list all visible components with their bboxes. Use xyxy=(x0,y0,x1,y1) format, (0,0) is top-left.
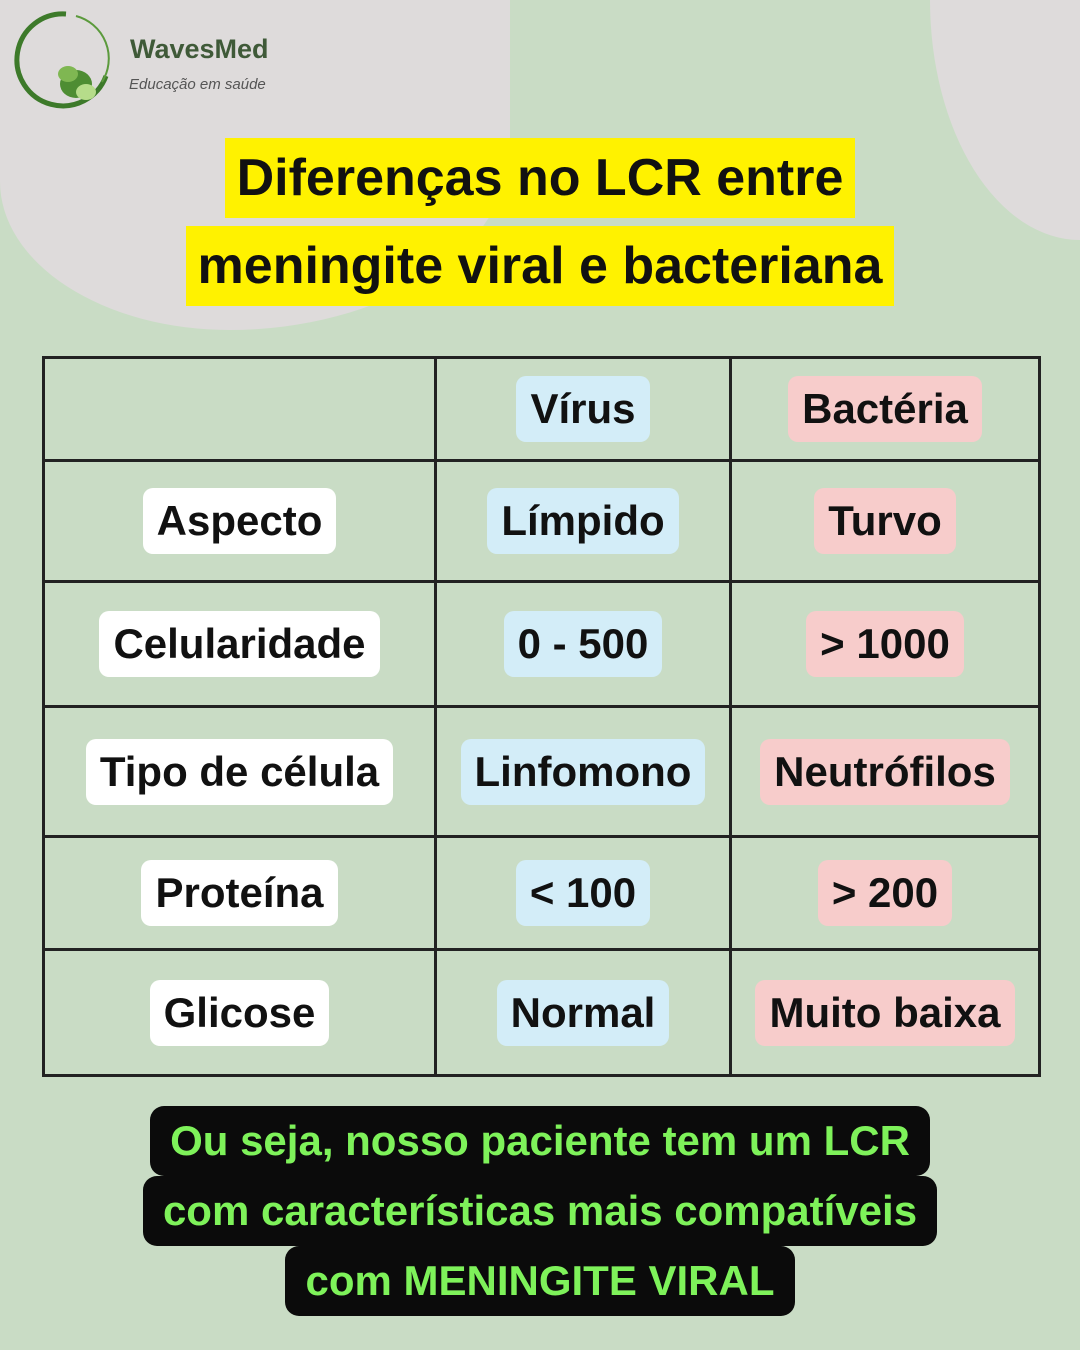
table-row: Glicose Normal Muito baixa xyxy=(42,948,1041,1077)
table-row: Proteína < 100 > 200 xyxy=(42,835,1041,951)
comparison-table: Vírus Bactéria Aspecto Límpido Turvo Cel… xyxy=(42,356,1041,1077)
table-row: Aspecto Límpido Turvo xyxy=(42,459,1041,583)
conclusion-line: com MENINGITE VIRAL xyxy=(285,1246,795,1316)
title-text: Diferenças no LCR entre xyxy=(224,138,856,218)
bacteria-value: Muito baixa xyxy=(755,979,1015,1046)
wavesmed-logo-icon xyxy=(14,11,110,109)
page-title-line1: Diferenças no LCR entre xyxy=(0,138,1080,218)
row-label: Glicose xyxy=(149,979,330,1046)
row-label: Proteína xyxy=(141,860,338,926)
virus-value: Linfomono xyxy=(460,738,706,805)
table-header-row: Vírus Bactéria xyxy=(42,356,1041,462)
virus-value: 0 - 500 xyxy=(503,611,663,677)
conclusion-line: com características mais compatíveis xyxy=(142,1176,938,1246)
bacteria-header: Bactéria xyxy=(788,376,982,442)
bacteria-value: Turvo xyxy=(814,488,956,554)
conclusion-line: Ou seja, nosso paciente tem um LCR xyxy=(150,1106,930,1176)
title-text: meningite viral e bacteriana xyxy=(185,226,895,306)
bacteria-value: > 1000 xyxy=(806,611,964,677)
header-empty xyxy=(42,356,437,462)
table-row: Celularidade 0 - 500 > 1000 xyxy=(42,580,1041,708)
conclusion: Ou seja, nosso paciente tem um LCR com c… xyxy=(0,1106,1080,1316)
bacteria-value: Neutrófilos xyxy=(760,738,1010,805)
header-virus: Vírus xyxy=(434,356,732,462)
virus-value: Límpido xyxy=(487,488,679,554)
brand-name: WavesMed xyxy=(130,34,269,64)
header-bacteria: Bactéria xyxy=(729,356,1041,462)
row-label: Tipo de célula xyxy=(85,738,394,805)
table-row: Tipo de célula Linfomono Neutrófilos xyxy=(42,705,1041,838)
page-title-line2: meningite viral e bacteriana xyxy=(0,226,1080,306)
row-label: Celularidade xyxy=(99,611,380,677)
virus-value: Normal xyxy=(496,979,670,1046)
row-label: Aspecto xyxy=(142,488,337,554)
bacteria-value: > 200 xyxy=(817,860,953,926)
brand-tagline: Educação em saúde xyxy=(129,76,266,93)
virus-header: Vírus xyxy=(516,376,650,442)
virus-value: < 100 xyxy=(515,860,651,926)
